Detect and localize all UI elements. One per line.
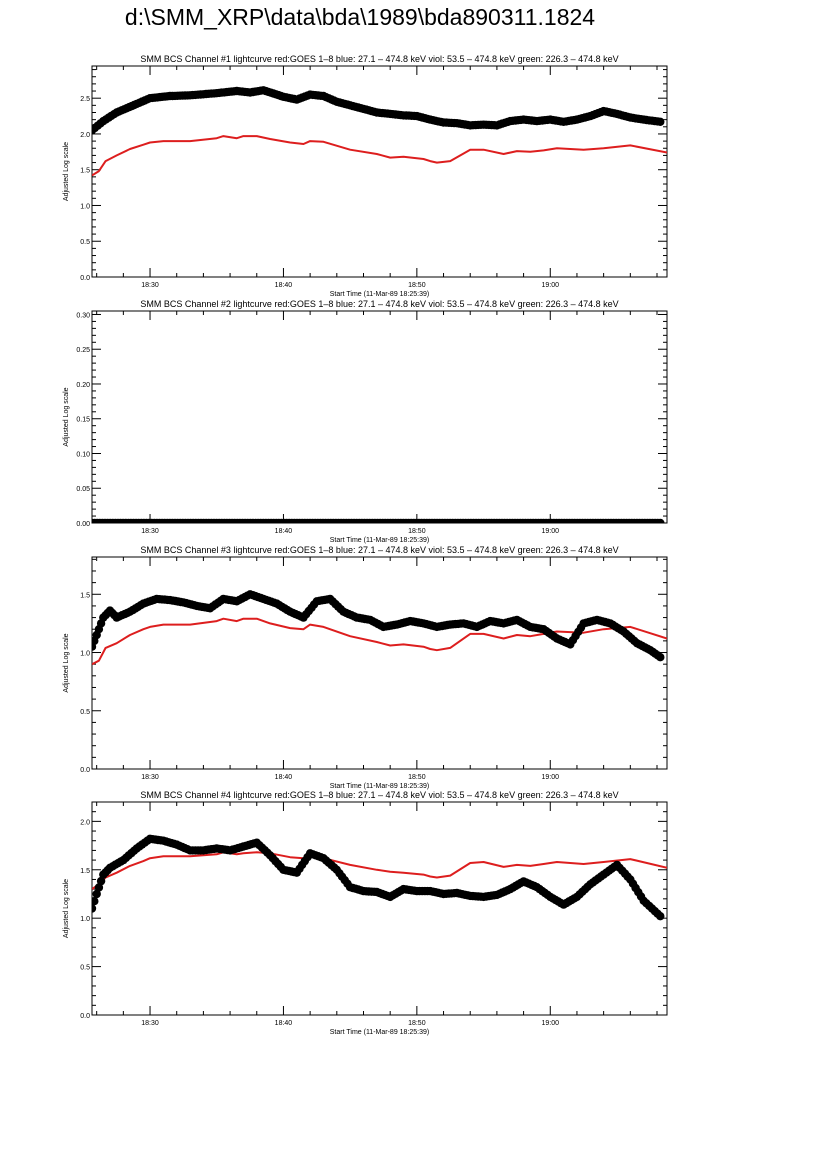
y-tick-label: 1.5 xyxy=(80,168,90,175)
y-axis-label: Adjusted Log scale xyxy=(63,633,70,692)
y-tick-label: 1.5 xyxy=(80,868,90,875)
x-tick-label: 19:00 xyxy=(542,282,560,289)
y-tick-label: 1.0 xyxy=(80,651,90,658)
bcs-data-point xyxy=(94,883,104,892)
x-tick-label: 18:30 xyxy=(141,1020,159,1027)
series-group xyxy=(92,834,667,921)
chart-title: SMM BCS Channel #3 lightcurve red:GOES 1… xyxy=(140,545,618,555)
y-tick-label: 0.20 xyxy=(76,382,90,389)
bcs-data-point xyxy=(96,876,106,886)
bcs-data-point xyxy=(656,117,665,127)
y-tick-label: 0.0 xyxy=(80,275,90,282)
bcs-connector xyxy=(92,838,661,917)
y-tick-label: 0.5 xyxy=(80,239,90,246)
x-tick-label: 18:50 xyxy=(408,774,426,781)
x-tick-label: 18:40 xyxy=(275,774,293,781)
bcs-data-point xyxy=(92,889,101,899)
x-tick-label: 18:50 xyxy=(408,282,426,289)
x-tick-label: 18:50 xyxy=(408,528,426,535)
x-tick-label: 18:50 xyxy=(408,1020,426,1027)
bcs-data-point xyxy=(656,912,665,921)
series-group xyxy=(92,86,667,177)
y-axis-label: Adjusted Log scale xyxy=(63,879,70,938)
y-axis-label: Adjusted Log scale xyxy=(63,142,70,201)
x-tick-label: 18:40 xyxy=(275,282,293,289)
x-tick-label: 18:30 xyxy=(141,528,159,535)
chart-title: SMM BCS Channel #1 lightcurve red:GOES 1… xyxy=(140,54,618,64)
x-axis-label: Start Time (11-Mar-89 18:25:39) xyxy=(330,537,429,544)
y-tick-label: 0.15 xyxy=(76,417,90,424)
goes-curve xyxy=(92,617,667,666)
y-tick-label: 2.0 xyxy=(80,819,90,826)
y-tick-label: 2.5 xyxy=(80,96,90,103)
y-tick-label: 1.0 xyxy=(80,916,90,923)
chart-panel-3: SMM BCS Channel #3 lightcurve red:GOES 1… xyxy=(63,545,668,790)
y-tick-label: 0.00 xyxy=(76,521,90,528)
series-group xyxy=(92,518,665,523)
goes-curve xyxy=(92,851,667,890)
chart-panel-2: SMM BCS Channel #2 lightcurve red:GOES 1… xyxy=(63,299,668,544)
y-tick-label: 1.0 xyxy=(80,203,90,210)
x-tick-label: 18:40 xyxy=(275,1020,293,1027)
y-tick-label: 0.05 xyxy=(76,486,90,493)
y-tick-label: 2.0 xyxy=(80,132,90,139)
plot-frame xyxy=(91,65,668,278)
y-tick-label: 0.0 xyxy=(80,767,90,774)
plot-frame xyxy=(91,556,668,770)
chart-panel-1: SMM BCS Channel #1 lightcurve red:GOES 1… xyxy=(63,54,668,298)
x-tick-label: 19:00 xyxy=(542,1020,560,1027)
y-tick-label: 0.0 xyxy=(80,1013,90,1020)
x-tick-label: 18:30 xyxy=(141,774,159,781)
bcs-data-point xyxy=(92,897,99,906)
y-axis-label: Adjusted Log scale xyxy=(63,387,70,446)
x-tick-label: 18:40 xyxy=(275,528,293,535)
series-group xyxy=(92,590,667,666)
x-tick-label: 19:00 xyxy=(542,774,560,781)
x-tick-label: 18:30 xyxy=(141,282,159,289)
x-axis-label: Start Time (11-Mar-89 18:25:39) xyxy=(330,783,429,790)
bcs-data-point xyxy=(656,653,665,662)
x-tick-label: 19:00 xyxy=(542,528,560,535)
goes-curve xyxy=(92,135,667,177)
plot-frame xyxy=(91,801,668,1016)
chart-title: SMM BCS Channel #2 lightcurve red:GOES 1… xyxy=(140,299,618,309)
x-axis-label: Start Time (11-Mar-89 18:25:39) xyxy=(330,1029,429,1036)
bcs-data-point xyxy=(92,904,97,913)
y-tick-label: 0.10 xyxy=(76,451,90,458)
y-tick-label: 0.5 xyxy=(80,709,90,716)
y-tick-label: 0.30 xyxy=(76,312,90,319)
y-tick-label: 1.5 xyxy=(80,592,90,599)
page-title: d:\SMM_XRP\data\bda\1989\bda890311.1824 xyxy=(124,4,596,30)
bcs-data-point xyxy=(656,518,665,523)
y-tick-label: 0.25 xyxy=(76,347,90,354)
chart-panel-4: SMM BCS Channel #4 lightcurve red:GOES 1… xyxy=(63,790,668,1036)
chart-title: SMM BCS Channel #4 lightcurve red:GOES 1… xyxy=(140,790,618,800)
x-axis-label: Start Time (11-Mar-89 18:25:39) xyxy=(330,291,429,298)
plot-frame xyxy=(91,310,668,524)
y-tick-label: 0.5 xyxy=(80,965,90,972)
